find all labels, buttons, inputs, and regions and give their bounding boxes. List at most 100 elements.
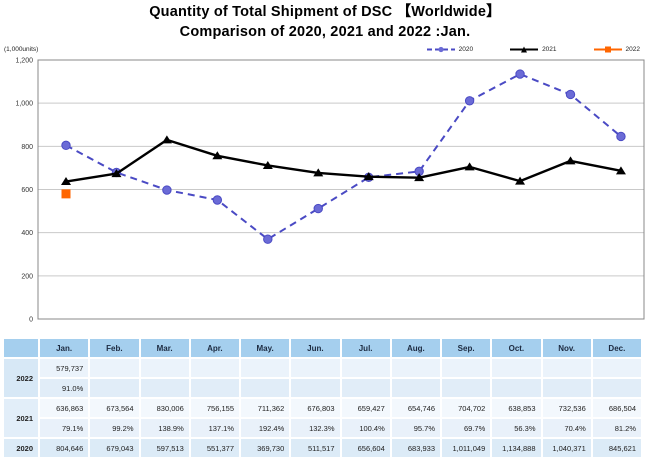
yoy-percent-cell: 69.7% <box>442 419 491 437</box>
month-header: Oct. <box>492 339 541 357</box>
yoy-percent-cell <box>492 379 541 397</box>
month-header: Jun. <box>291 339 340 357</box>
shipment-value-cell: 551,377 <box>190 439 239 457</box>
month-header: Nov. <box>542 339 591 357</box>
year-label-2021: 2021 <box>4 399 38 437</box>
shipment-value-cell: 638,853 <box>492 399 541 417</box>
table-row: 79.1% 99.2% 138.9% 137.1% 192.4% 132.3% 100.4%… <box>4 419 641 437</box>
series-line-2021 <box>65 138 622 183</box>
circle-marker-2020 <box>313 204 323 214</box>
shipment-line-chart: 0 200 400 600 800 1,000 1,200 <box>15 58 645 324</box>
y-axis-tick-label: 1,000 <box>15 101 33 108</box>
triangle-marker-2021 <box>363 172 374 181</box>
shipment-value-cell: 732,536 <box>542 399 591 417</box>
yoy-percent-cell: 192.4% <box>241 419 290 437</box>
legend-marker-square-icon <box>593 46 622 53</box>
yoy-percent-cell: 95.7% <box>391 419 440 437</box>
shipment-value-cell <box>592 359 641 377</box>
shipment-value-cell <box>391 359 440 377</box>
table-row: 2021 636,863 673,564 830,006 756,155 711,362 6… <box>4 399 641 437</box>
yoy-percent-cell: 91.0% <box>40 379 89 397</box>
shipment-value-cell <box>90 359 139 377</box>
y-axis-tick-label: 1,200 <box>15 58 33 65</box>
yoy-percent-cell: 132.3% <box>291 419 340 437</box>
shipment-value-cell: 1,040,371 <box>542 439 591 457</box>
triangle-marker-2021 <box>565 156 576 165</box>
y-axis-tick-label: 800 <box>21 144 33 151</box>
shipment-value-cell: 704,702 <box>442 399 491 417</box>
triangle-marker-2021 <box>414 173 425 182</box>
yoy-percent-cell: 81.2% <box>592 419 641 437</box>
year-label-2022: 2022 <box>4 359 38 397</box>
month-header: Dec. <box>592 339 641 357</box>
legend-marker-circle-icon <box>426 47 455 53</box>
shipment-value-cell: 845,621 <box>592 439 641 457</box>
triangle-marker-2021 <box>161 135 172 144</box>
shipment-value-cell: 756,155 <box>190 399 239 417</box>
y-axis-tick-label: 400 <box>21 230 33 237</box>
yoy-percent-cell: 138.9% <box>140 419 189 437</box>
circle-marker-2020 <box>61 140 71 151</box>
shipment-value-cell: 597,513 <box>140 439 189 457</box>
y-axis-units-label: (1,000units) <box>4 46 39 54</box>
circle-marker-2020 <box>464 96 475 106</box>
yoy-percent-cell <box>140 379 189 397</box>
year-label-2020: 2020 <box>4 439 38 457</box>
shipment-value-cell: 673,564 <box>90 399 139 417</box>
yoy-percent-cell: 70.4% <box>542 419 591 437</box>
yoy-percent-cell <box>391 379 440 397</box>
yoy-percent-cell: 99.2% <box>90 419 139 437</box>
month-header: Mar. <box>140 339 189 357</box>
shipment-value-cell <box>341 359 390 377</box>
shipment-value-cell: 1,134,888 <box>492 439 541 457</box>
monthly-shipment-table: Jan. Feb. Mar. Apr. May. Jun. Jul. Aug. Sep. Oct.… <box>2 337 643 459</box>
table-corner-cell <box>4 339 38 357</box>
triangle-marker-2021 <box>262 161 273 170</box>
shipment-value-cell: 656,604 <box>341 439 390 457</box>
shipment-value-cell <box>140 359 189 377</box>
shipment-value-cell: 830,006 <box>140 399 189 417</box>
chart-legend: 2020 2021 2022 <box>426 45 640 54</box>
legend-label-2022: 2022 <box>625 46 640 54</box>
yoy-percent-cell <box>190 379 239 397</box>
shipment-value-cell: 579,737 <box>40 359 89 377</box>
legend-item-2020: 2020 <box>426 45 473 54</box>
shipment-value-cell: 804,646 <box>40 439 89 457</box>
table-row: 91.0% <box>4 379 641 397</box>
shipment-value-cell: 654,746 <box>391 399 440 417</box>
yoy-percent-cell <box>592 379 641 397</box>
shipment-value-cell <box>492 359 541 377</box>
table-row: 2022 579,737 <box>4 359 641 397</box>
yoy-percent-cell: 137.1% <box>190 419 239 437</box>
month-header: Jan. <box>40 339 89 357</box>
month-header: Feb. <box>90 339 139 357</box>
circle-marker-2020 <box>162 185 172 195</box>
circle-marker-2020 <box>616 131 626 142</box>
monthly-shipment-table-wrap: Jan. Feb. Mar. Apr. May. Jun. Jul. Aug. Sep. Oct.… <box>2 337 643 459</box>
circle-marker-2020 <box>565 89 576 100</box>
legend-marker-triangle-icon <box>510 46 539 53</box>
table-row: 2020 804,646 679,043 597,513 551,377 369,730 5… <box>4 439 641 457</box>
yoy-percent-cell <box>90 379 139 397</box>
chart-title: Quantity of Total Shipment of DSC 【World… <box>149 4 501 20</box>
circle-marker-2020 <box>212 195 223 205</box>
y-axis-tick-label: 600 <box>21 187 33 194</box>
series-line-2020 <box>65 73 622 241</box>
y-axis-tick-label: 0 <box>29 317 33 324</box>
triangle-marker-2021 <box>61 177 71 186</box>
y-axis-tick-label: 200 <box>21 273 33 280</box>
line-chart-area: (1,000units) 2020 2021 2022 0 200 400 600 800 1… <box>0 42 650 327</box>
circle-marker-2020 <box>515 69 525 79</box>
shipment-value-cell: 511,517 <box>291 439 340 457</box>
month-header: Aug. <box>391 339 440 357</box>
triangle-marker-2021 <box>515 176 526 185</box>
shipment-value-cell: 686,504 <box>592 399 641 417</box>
shipment-value-cell <box>241 359 290 377</box>
shipment-value-cell: 679,043 <box>90 439 139 457</box>
shipment-value-cell: 1,011,049 <box>442 439 491 457</box>
legend-item-2021: 2021 <box>509 45 557 54</box>
yoy-percent-cell <box>542 379 591 397</box>
shipment-value-cell <box>190 359 239 377</box>
yoy-percent-cell <box>442 379 491 397</box>
